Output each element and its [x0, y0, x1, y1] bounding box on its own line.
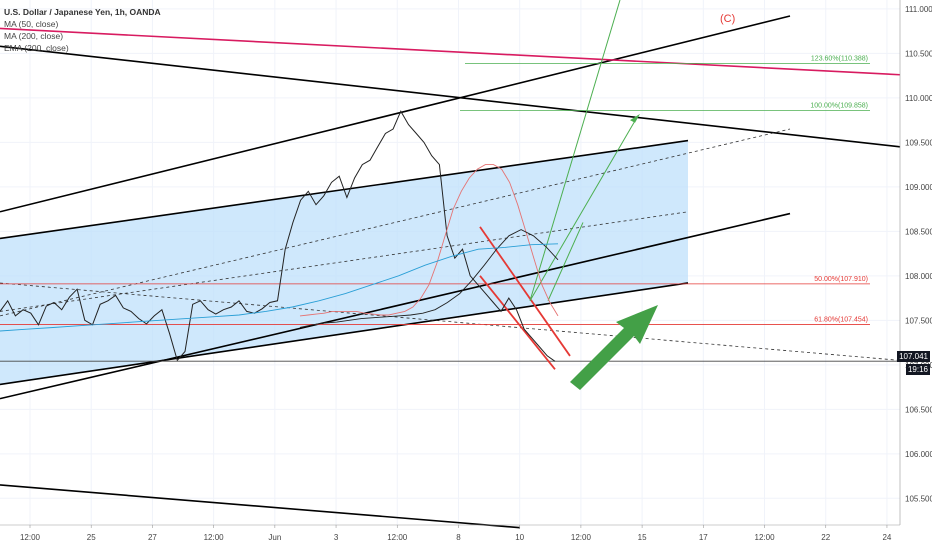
- x-tick-label: 12:00: [755, 533, 776, 542]
- y-tick-label: 106.000: [905, 450, 932, 459]
- y-tick-label: 105.500: [905, 494, 932, 503]
- y-tick-label: 108.000: [905, 272, 932, 281]
- x-tick-label: 12:00: [204, 533, 225, 542]
- fib-level-label: 100.00%(109.858): [810, 103, 868, 110]
- y-tick-label: 111.000: [905, 5, 932, 14]
- x-tick-label: 24: [882, 533, 891, 542]
- x-tick-label: 12:00: [571, 533, 592, 542]
- symbol-title[interactable]: U.S. Dollar / Japanese Yen, 1h, OANDA: [4, 7, 161, 17]
- green-arrow: [570, 305, 658, 390]
- magenta-line: [0, 27, 901, 76]
- y-tick-label: 110.000: [905, 94, 932, 103]
- x-tick-label: 22: [821, 533, 830, 542]
- descending-resistance-line: [0, 45, 901, 148]
- wedge-lower-line: [479, 275, 556, 370]
- chart-legend: U.S. Dollar / Japanese Yen, 1h, OANDA MA…: [4, 6, 161, 54]
- x-tick-label: 12:00: [387, 533, 408, 542]
- y-tick-label: 109.500: [905, 138, 932, 147]
- y-tick-label: 107.500: [905, 316, 932, 325]
- fib-level-label: 123.60%(110.388): [811, 55, 868, 62]
- x-tick-label: 25: [87, 533, 96, 542]
- countdown-tag: 19:16: [905, 364, 930, 375]
- x-tick-label: Jun: [268, 533, 281, 542]
- lower-support-line: [0, 212, 791, 400]
- ema200-label[interactable]: EMA (200, close): [4, 43, 69, 53]
- dashed-descending-line: [0, 282, 901, 361]
- green-projection-short: [547, 222, 584, 301]
- series-3: [0, 243, 559, 332]
- y-tick-label: 109.000: [905, 183, 932, 192]
- series-1: [299, 164, 559, 317]
- channel-bottom-line: [0, 282, 689, 386]
- x-tick-label: 10: [515, 533, 524, 542]
- wave-label-c: (C): [720, 13, 735, 25]
- ma50-label[interactable]: MA (50, close): [4, 19, 59, 29]
- arrowhead-small: [630, 113, 640, 123]
- price-axis[interactable]: 105.500106.000106.500107.000107.500108.0…: [899, 0, 932, 525]
- x-tick-label: 3: [334, 533, 339, 542]
- fib-level-label: 61.80%(107.454): [814, 316, 868, 323]
- ma200-label[interactable]: MA (200, close): [4, 31, 64, 41]
- x-tick-label: 15: [638, 533, 647, 542]
- dashed-midline-channel: [0, 211, 689, 312]
- time-axis[interactable]: 12:00 25 27 12:00 Jun 3 12:00 8 10 12:00 15 17 12:00…: [0, 524, 900, 542]
- y-tick-label: 110.500: [905, 49, 932, 58]
- x-tick-label: 12:00: [20, 533, 41, 542]
- y-tick-label: 108.500: [905, 227, 932, 236]
- x-tick-label: 8: [456, 533, 461, 542]
- lower-descending-line: [0, 484, 521, 529]
- green-projection-steep: [529, 0, 621, 301]
- series: [0, 110, 559, 362]
- upper-rising-line: [0, 15, 791, 213]
- series-2: [299, 229, 559, 328]
- drawings: 123.60%(110.388) 100.00%(109.858) 50.00%(1…: [0, 0, 901, 529]
- blue-channel: [0, 140, 688, 385]
- last-price-tag: 107.041: [897, 351, 930, 362]
- fib-level-label: 50.00%(107.910): [814, 276, 868, 283]
- x-tick-label: 27: [148, 533, 157, 542]
- green-projection-target: [529, 115, 639, 302]
- y-tick-label: 106.500: [905, 405, 932, 414]
- x-tick-label: 17: [699, 533, 708, 542]
